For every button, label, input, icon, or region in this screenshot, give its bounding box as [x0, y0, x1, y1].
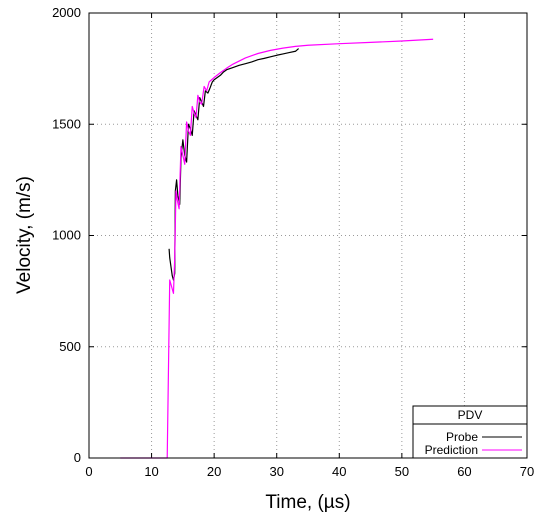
y-tick-label: 2000 — [52, 5, 81, 20]
x-tick-label: 10 — [144, 464, 158, 479]
axis-ticks: 0 10 20 30 40 50 60 70 0 500 1000 1500 2000 — [52, 5, 534, 479]
y-tick-label: 1500 — [52, 116, 81, 131]
legend-title: PDV — [458, 408, 483, 422]
grid — [89, 13, 527, 458]
x-tick-label: 40 — [332, 464, 346, 479]
y-tick-label: 500 — [59, 339, 81, 354]
x-tick-label: 60 — [457, 464, 471, 479]
legend-label-prediction: Prediction — [425, 443, 478, 457]
series-line-probe — [168, 48, 300, 281]
x-tick-label: 0 — [85, 464, 92, 479]
x-tick-label: 50 — [395, 464, 409, 479]
x-tick-label: 30 — [269, 464, 283, 479]
legend-box — [412, 405, 528, 459]
y-axis-title: Velocity, (m/s) — [14, 176, 35, 294]
x-tick-label: 70 — [520, 464, 534, 479]
x-axis-title: Time, (µs) — [265, 492, 350, 513]
series-lines — [120, 38, 434, 459]
y-tick-label: 0 — [74, 450, 81, 465]
legend-label-probe: Probe — [446, 430, 478, 444]
y-tick-label: 1000 — [52, 228, 81, 243]
series-line-prediction — [120, 38, 434, 459]
plot-frame — [88, 12, 528, 459]
x-tick-label: 20 — [207, 464, 221, 479]
legend: PDV Probe Prediction — [412, 405, 528, 459]
